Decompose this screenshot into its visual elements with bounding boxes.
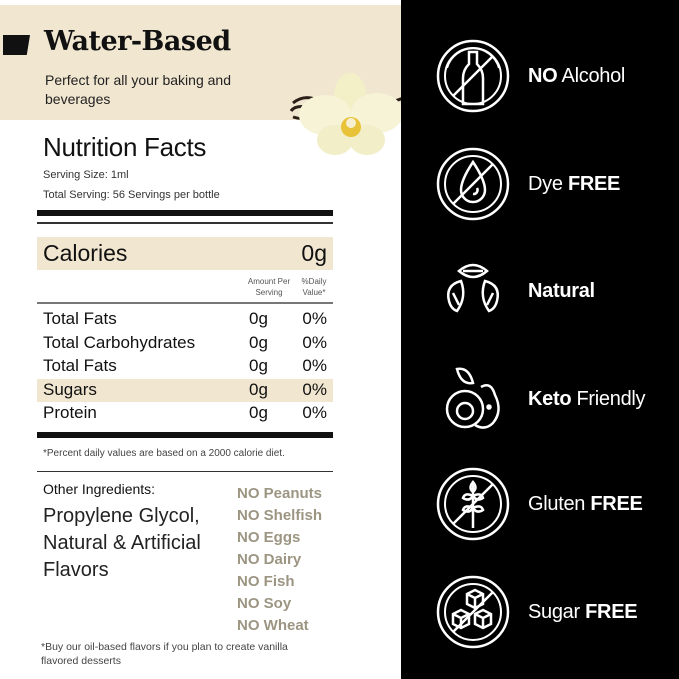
nutrient-name: Protein [43,403,97,422]
nutrition-panel: Water-Based Perfect for all your baking … [0,5,434,667]
column-header-amount: Amount Per Serving [247,277,291,297]
feature-gluten-free: Gluten FREE [435,466,675,546]
table-row: Protein 0g 0% [37,402,333,426]
feature-label: Sugar FREE [528,601,638,623]
nutrient-dv: 0% [302,332,327,352]
nutrient-dv: 0% [302,403,327,422]
feature-natural: Natural [435,253,675,333]
feature-label: Gluten FREE [528,493,643,515]
divider [37,432,333,438]
table-row: Total Carbohydrates 0g 0% [37,332,333,356]
oil-based-note: *Buy our oil-based flavors if you plan t… [41,641,288,667]
nutrient-amount: 0g [249,403,268,422]
dye-free-icon [436,147,510,221]
allergen-item: NO Eggs [237,529,301,546]
allergen-item: NO Wheat [237,617,309,634]
feature-label: Natural [528,280,595,302]
ingredients-text: Propylene Glycol, Natural & Artificial F… [43,505,201,581]
column-header-daily-value: %Daily Value* [301,277,327,297]
feature-label: Dye FREE [528,173,621,195]
feature-keto-friendly: Keto Friendly [435,361,675,441]
features-panel [401,0,679,679]
feature-dye-free: Dye FREE [435,146,675,226]
nutrient-name: Total Fats [43,309,117,328]
feature-label: NO Alcohol [528,65,626,87]
nutrient-dv: 0% [302,309,327,328]
nutrient-amount: 0g [249,379,268,399]
feature-no-alcohol: NO Alcohol [435,38,675,118]
divider [37,222,333,224]
nutrient-dv: 0% [302,379,327,399]
table-row: Sugars 0g 0% [37,378,333,402]
feature-label: Keto Friendly [528,388,646,410]
allergen-item: NO Shelfish [237,507,323,524]
allergen-item: NO Soy [237,595,292,612]
allergen-item: NO Peanuts [237,485,323,502]
keto-avocado-icon [445,367,500,429]
other-ingredients-label: Other Ingredients: [43,481,156,497]
page-title: Water-Based [44,26,231,57]
calories-value: 0g [301,240,327,266]
nutrient-dv: 0% [302,356,327,375]
allergen-item: NO Dairy [237,551,302,568]
nutrient-name: Sugars [43,379,97,399]
nutrient-table: Total Fats 0g 0% Total Carbohydrates 0g … [37,308,333,426]
feature-sugar-free: Sugar FREE [435,574,675,654]
table-row: Total Fats 0g 0% [37,308,333,332]
nutrient-amount: 0g [249,356,268,375]
nutrient-name: Total Fats [43,356,117,375]
vanilla-flower-icon [289,73,434,155]
allergen-list: NO Peanuts NO Shelfish NO Eggs NO Dairy … [237,483,322,637]
daily-value-footnote: *Percent daily values are based on a 200… [43,448,285,459]
calories-row: Calories 0g [37,237,333,270]
natural-leaves-icon [447,263,499,313]
allergen-item: NO Fish [237,573,295,590]
divider [37,302,333,304]
divider [37,210,333,216]
header-subtitle: Perfect for all your baking and beverage… [45,72,231,107]
header-band: Water-Based Perfect for all your baking … [0,5,401,120]
sugar-free-icon [436,575,510,649]
table-row: Total Fats 0g 0% [37,355,333,379]
tag-marker-icon [3,35,30,55]
nutrient-amount: 0g [249,332,268,352]
serving-size: Serving Size: 1ml [43,169,129,181]
no-alcohol-icon [436,39,510,113]
nutrient-name: Total Carbohydrates [43,332,196,352]
gluten-free-icon [436,467,510,541]
calories-label: Calories [43,240,128,266]
nutrient-amount: 0g [249,309,268,328]
nutrition-facts-title: Nutrition Facts [43,132,207,162]
total-serving: Total Serving: 56 Servings per bottle [43,189,220,201]
divider [37,471,333,472]
